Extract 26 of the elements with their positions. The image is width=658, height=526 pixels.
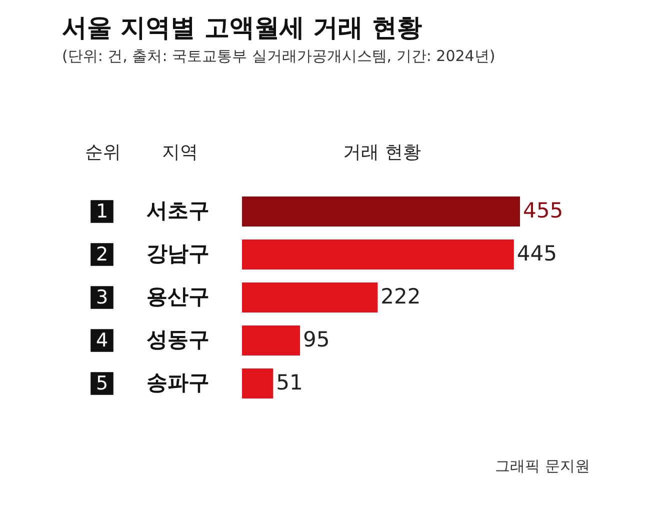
text: 4 [96, 330, 108, 352]
y-tick-label: 용산구 [146, 284, 210, 308]
bar [242, 282, 378, 313]
y-tick-label: 송파구 [146, 370, 210, 394]
text: 5 [96, 372, 108, 394]
data-label: 445 [516, 242, 557, 266]
bar [242, 368, 274, 399]
text: 1 [96, 200, 108, 222]
text: 2 [96, 244, 108, 266]
text: 3 [96, 286, 108, 308]
data-label: 455 [523, 198, 564, 222]
text: 거래 현황 [343, 142, 421, 163]
data-label: 222 [380, 284, 421, 308]
bar [242, 196, 520, 227]
data-label: 51 [276, 370, 303, 394]
text: 순위 [85, 142, 121, 163]
bar [242, 325, 300, 356]
y-tick-label: 성동구 [146, 328, 210, 352]
text: 그래픽 문지원 [495, 457, 590, 475]
y-tick-label: 강남구 [146, 242, 210, 266]
chart-subtitle: (단위: 건, 출처: 국토교통부 실거래가공개시스템, 기간: 2024년) [62, 47, 496, 65]
bar [242, 239, 514, 270]
text: 지역 [162, 142, 198, 163]
chart-title: 서울 지역별 고액월세 거래 현황 [62, 13, 422, 42]
data-label: 95 [303, 328, 330, 352]
y-tick-label: 서초구 [146, 198, 210, 222]
